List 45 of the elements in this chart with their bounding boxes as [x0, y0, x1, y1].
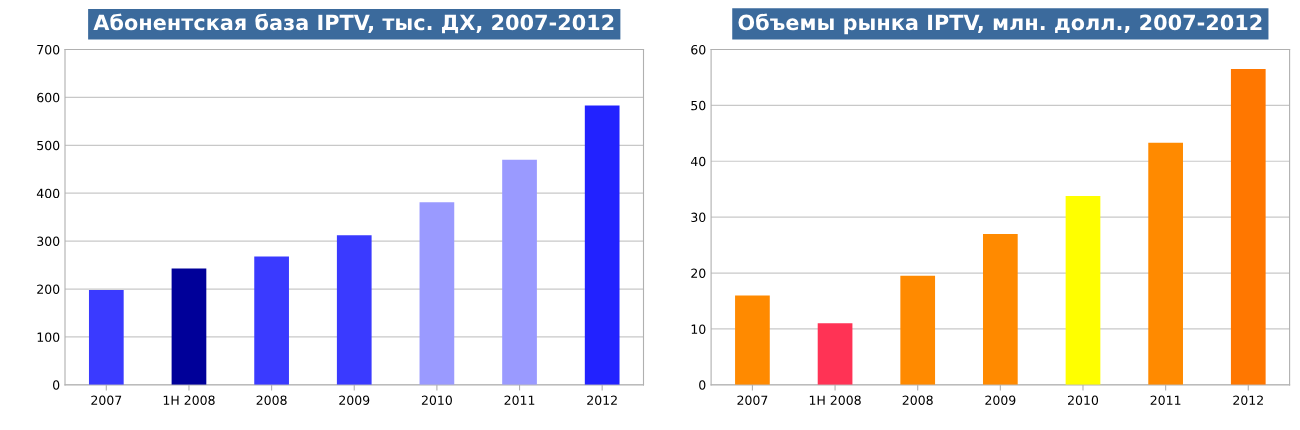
bar	[735, 295, 770, 385]
x-tick-label: 2010	[421, 395, 452, 405]
bar	[584, 105, 620, 385]
x-tick-label: 2008	[256, 395, 287, 405]
y-tick-label: 600	[37, 92, 60, 103]
x-tick-label: 1H 2008	[809, 395, 861, 405]
y-tick-label: 700	[37, 44, 60, 55]
bar	[88, 289, 124, 385]
y-tick-label: 30	[691, 212, 706, 223]
chart-title: Абонентская база IPTV, тыс. ДХ, 2007-2012	[93, 13, 614, 34]
bar	[1065, 195, 1101, 385]
y-tick-label: 0	[699, 380, 706, 390]
y-tick-label: 400	[36, 188, 60, 199]
bar	[982, 233, 1018, 385]
bar	[254, 256, 289, 385]
chart-title: Объемы рынка IPTV, млн. долл., 2007-2012	[738, 13, 1262, 35]
x-tick-label: 2012	[587, 395, 617, 405]
x-tick-label: 2007	[91, 395, 122, 405]
bar	[502, 159, 537, 385]
bar	[1230, 69, 1266, 385]
bar	[171, 268, 207, 385]
y-tick-label: 20	[691, 268, 706, 278]
x-tick-label: 2008	[902, 395, 933, 405]
y-tick-label: 60	[691, 44, 706, 55]
bar	[419, 202, 455, 385]
x-tick-label: 2007	[737, 395, 768, 405]
bar	[900, 275, 936, 385]
y-tick-label: 40	[690, 156, 706, 167]
y-tick-label: 50	[691, 100, 706, 111]
y-tick-label: 0	[53, 380, 60, 390]
y-tick-label: 200	[37, 284, 60, 294]
y-tick-label: 500	[37, 140, 60, 151]
bar	[336, 235, 372, 385]
y-tick-label: 10	[691, 324, 706, 334]
x-tick-label: 2009	[985, 395, 1016, 405]
x-tick-label: 1H 2008	[163, 395, 215, 405]
bar	[817, 323, 853, 385]
x-tick-label: 2010	[1068, 395, 1099, 405]
x-tick-label: 2011	[1150, 395, 1181, 405]
bar	[1148, 142, 1183, 385]
y-tick-label: 300	[37, 236, 60, 247]
y-tick-label: 100	[37, 332, 60, 342]
x-tick-label: 2011	[504, 395, 535, 405]
x-tick-label: 2009	[339, 395, 370, 405]
x-tick-label: 2012	[1233, 395, 1263, 405]
